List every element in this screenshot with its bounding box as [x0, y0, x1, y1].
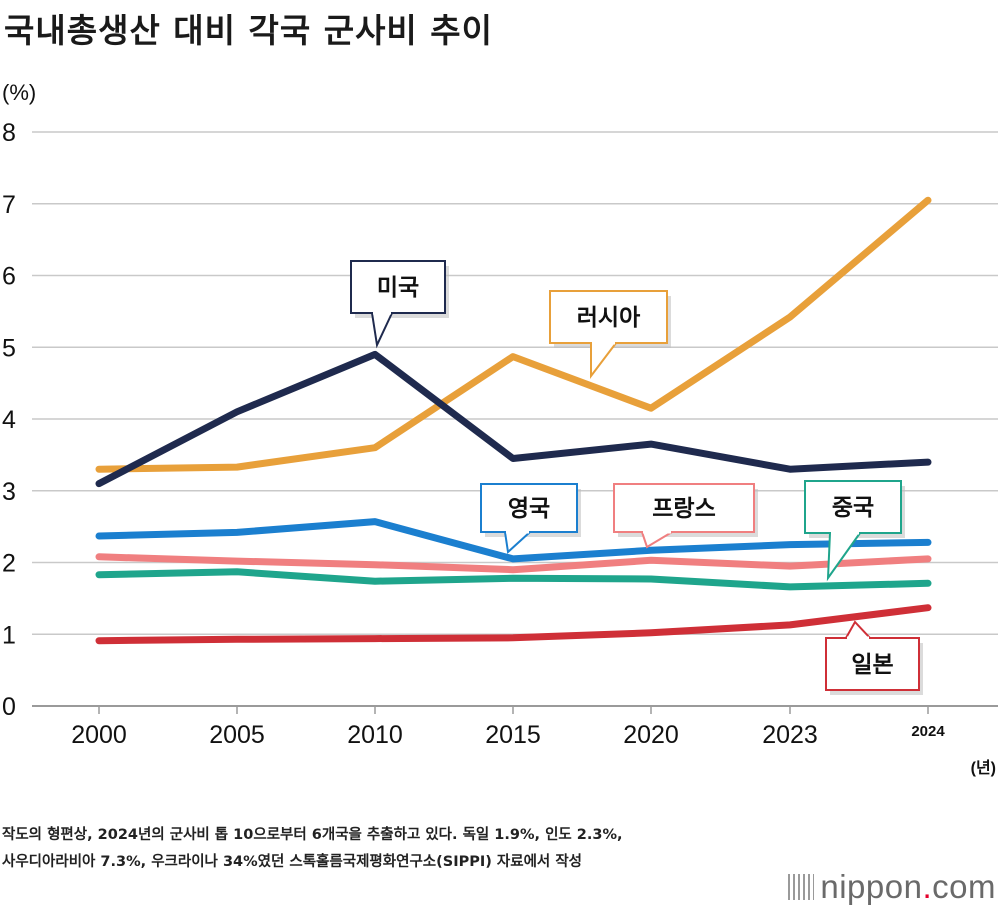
series-line [95, 604, 932, 645]
y-tick-label: 3 [2, 478, 16, 506]
y-tick-label: 5 [2, 334, 16, 362]
brand-name: nippon [820, 868, 923, 905]
x-tick-label: 2020 [623, 721, 679, 749]
y-axis-ticks: 0 1 2 3 4 5 6 7 8 [2, 119, 16, 721]
brand-dot: . [922, 868, 933, 905]
y-tick-label: 2 [2, 550, 16, 578]
series-label: 영국 [508, 496, 550, 522]
callout-중국: 중국 [804, 480, 905, 582]
series-label: 중국 [832, 495, 874, 521]
series-label: 프랑스 [652, 496, 715, 522]
brand-logo[interactable]: nippon.com [788, 868, 996, 906]
x-tick-label: 2010 [347, 721, 403, 749]
callout-프랑스: 프랑스 [613, 483, 758, 549]
x-tick-label: 2015 [485, 721, 541, 749]
series-label: 러시아 [577, 305, 640, 331]
chart-title: 국내총생산 대비 각국 군사비 추이 [4, 11, 493, 50]
y-tick-label: 0 [2, 693, 16, 721]
footnote-line-2: 사우디아라비아 7.3%, 우크라이나 34%였던 스톡홀름국제평화연구소(SI… [2, 854, 582, 870]
x-tick-label: 2024 [911, 723, 945, 740]
series-line [95, 350, 932, 488]
x-tick-label: 2005 [209, 721, 265, 749]
series-line [95, 568, 932, 591]
y-tick-label: 4 [2, 406, 16, 434]
footnote-line-1: 작도의 형편상, 2024년의 군사비 톱 10으로부터 6개국을 추출하고 있… [2, 827, 623, 843]
series-lines [95, 196, 932, 645]
x-tick-label: 2000 [71, 721, 127, 749]
brand-tld: com [932, 868, 996, 905]
footnote: 작도의 형편상, 2024년의 군사비 톱 10으로부터 6개국을 추출하고 있… [2, 822, 623, 876]
series-line [95, 553, 932, 574]
callout-러시아: 러시아 [549, 290, 671, 379]
series-label: 미국 [377, 275, 419, 301]
x-axis-unit: (년) [971, 758, 996, 777]
callout-미국: 미국 [350, 260, 449, 349]
y-tick-label: 8 [2, 119, 16, 147]
y-tick-label: 7 [2, 191, 16, 219]
x-tick-label: 2023 [762, 721, 818, 749]
series-label: 일본 [851, 652, 893, 678]
callout-일본: 일본 [825, 620, 923, 695]
y-axis-unit: (%) [2, 80, 36, 105]
series-line [95, 196, 932, 473]
y-tick-label: 1 [2, 621, 16, 649]
callout-영국: 영국 [480, 483, 581, 554]
brand-bars-icon [788, 874, 815, 900]
y-tick-label: 6 [2, 263, 16, 291]
x-axis-ticks: 2000 2005 2010 2015 2020 2023 2024 [71, 706, 945, 749]
series-line [95, 518, 932, 563]
